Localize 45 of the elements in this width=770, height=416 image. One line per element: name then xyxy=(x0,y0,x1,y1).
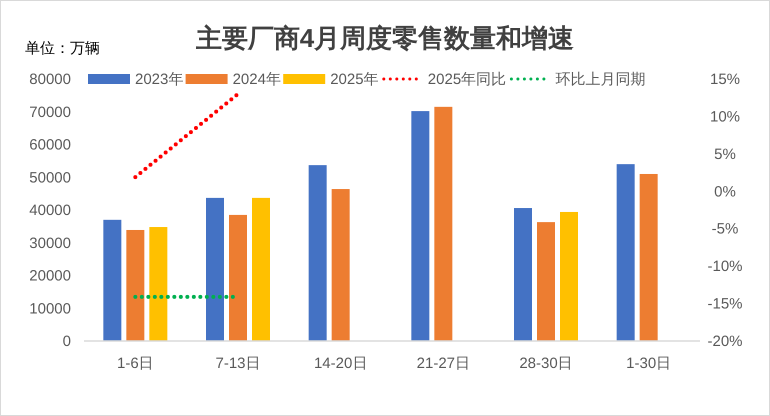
y-tick-label: 60000 xyxy=(29,136,71,154)
y-tick-label: 80000 xyxy=(29,71,71,88)
bar xyxy=(640,174,658,341)
legend-label: 2024年 xyxy=(232,71,281,88)
y2-tick-label: 15% xyxy=(710,71,740,88)
y2-tick-label: -5% xyxy=(712,220,738,238)
y-tick-label: 50000 xyxy=(29,169,71,186)
x-tick-label: 7-13日 xyxy=(215,355,261,372)
bar xyxy=(308,165,327,341)
legend-label: 2025年 xyxy=(330,71,379,88)
bar xyxy=(103,220,122,341)
x-tick-label: 1-30日 xyxy=(626,355,672,372)
bar xyxy=(126,230,144,341)
legend-label: 2023年 xyxy=(135,71,184,88)
y-tick-label: 20000 xyxy=(29,268,71,284)
y-tick-label: 0 xyxy=(62,333,71,350)
legend-label: 环比上月同期 xyxy=(555,71,646,88)
bar xyxy=(537,222,555,341)
y-tick-label: 30000 xyxy=(29,234,71,252)
bar xyxy=(411,111,430,341)
bar xyxy=(229,214,247,341)
bar xyxy=(332,189,350,341)
chart-title: 主要厂商4月周度零售数量和增速 xyxy=(194,23,574,53)
y-tick-label: 10000 xyxy=(29,300,71,318)
y2-tick-label: 10% xyxy=(710,108,740,126)
y2-tick-label: 0% xyxy=(714,183,736,200)
bar xyxy=(560,212,578,341)
bar xyxy=(252,198,270,341)
x-tick-label: 28-30日 xyxy=(519,355,573,372)
bar xyxy=(514,208,532,341)
bar xyxy=(149,227,168,341)
legend-label: 2025年同比 xyxy=(428,71,506,88)
bar xyxy=(616,164,635,341)
bar xyxy=(434,106,452,341)
x-tick-label: 1-6日 xyxy=(116,355,154,372)
y2-tick-label: -10% xyxy=(707,258,743,276)
bar xyxy=(206,198,224,341)
x-tick-label: 21-27日 xyxy=(416,355,470,372)
y-tick-label: 40000 xyxy=(29,202,71,219)
y-tick-label: 70000 xyxy=(29,104,71,121)
y2-tick-label: -20% xyxy=(707,333,743,350)
x-tick-label: 14-20日 xyxy=(314,355,368,372)
y2-tick-label: 5% xyxy=(714,146,736,163)
y2-tick-label: -15% xyxy=(707,296,743,313)
text: 单位：万辆 xyxy=(25,40,100,57)
